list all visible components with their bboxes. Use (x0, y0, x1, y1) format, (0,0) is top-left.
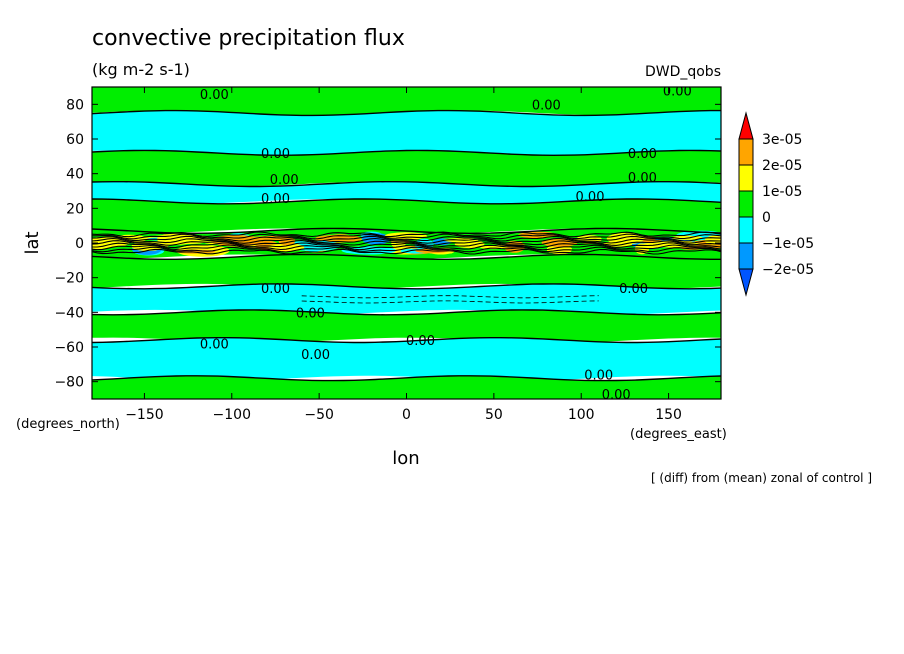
colorbar-level-label: 0 (762, 210, 771, 226)
contour-label: 0.00 (296, 306, 325, 321)
equatorial-contour (92, 231, 721, 238)
equatorial-contour (92, 246, 721, 253)
dataset-label: DWD_qobs (645, 64, 721, 80)
negative-contour-line (301, 300, 599, 304)
contour-label: 0.00 (270, 173, 299, 188)
colorbar-level-label: 2e-05 (762, 158, 802, 174)
contour-label: 0.00 (261, 282, 290, 297)
y-tick-label: 0 (75, 236, 84, 252)
y-tick-label: 80 (66, 97, 84, 113)
colorbar-segment (738, 190, 754, 218)
colorbar-level-label: 1e-05 (762, 184, 802, 200)
zero-contour-line (92, 253, 721, 260)
equatorial-contour (92, 244, 721, 251)
x-tick-label: −50 (304, 407, 334, 423)
contour-band (92, 87, 721, 116)
x-tick-label: 150 (655, 407, 682, 423)
contour-label: 0.00 (532, 98, 561, 113)
contour-lines-layer (92, 109, 721, 382)
contour-label: 0.00 (200, 338, 229, 353)
chart-title: convective precipitation flux (92, 26, 405, 51)
contour-band (92, 283, 721, 315)
contour-band (92, 337, 721, 381)
zero-contour-line (92, 109, 721, 117)
colorbar-segment (738, 138, 754, 166)
zero-contour-line (92, 283, 721, 290)
contour-band (92, 375, 721, 399)
contour-label: 0.00 (301, 348, 330, 363)
contour-label: 0.00 (261, 192, 290, 207)
y-tick-label: 60 (66, 132, 84, 148)
y-tick-label: −40 (54, 305, 84, 321)
equatorial-contour (92, 248, 721, 255)
contour-label: 0.00 (602, 388, 631, 403)
zero-contour-line (92, 337, 721, 344)
contour-labels-layer: 0.00 0.00 0.00 0.00 0.00 0.00 0.00 0.00 0.00 0.00… (200, 85, 692, 403)
contour-band (92, 309, 721, 343)
equatorial-contour (92, 240, 721, 246)
zero-contour-line (92, 375, 721, 382)
contour-band (92, 181, 721, 204)
x-tick-label: 50 (485, 407, 503, 423)
colorbar-segment (738, 164, 754, 192)
zero-contour-line (92, 198, 721, 205)
equatorial-contour (92, 242, 721, 249)
y-axis-label: lat (22, 231, 43, 254)
negative-contour-line (301, 295, 599, 299)
contour-label: 0.00 (261, 147, 290, 162)
colorbar-level-label: −2e-05 (762, 262, 814, 278)
contour-label: 0.00 (200, 88, 229, 103)
zero-contour-line (92, 149, 721, 157)
equatorial-contour (92, 233, 721, 240)
contour-label: 0.00 (663, 85, 692, 100)
contour-label: 0.00 (628, 171, 657, 186)
colorbar-level-label: 3e-05 (762, 132, 802, 148)
contour-label: 0.00 (619, 282, 648, 297)
colorbar-level-label: −1e-05 (762, 236, 814, 252)
contour-label: 0.00 (406, 334, 435, 349)
contour-band (92, 150, 721, 187)
x-axis-label: lon (392, 448, 419, 469)
colorbar-top-arrow (738, 111, 754, 140)
colorbar: 3e-05 2e-05 1e-05 0 −1e-05 −2e-05 (738, 111, 814, 297)
contour-label: 0.00 (576, 190, 605, 205)
x-tick-label: 100 (568, 407, 595, 423)
colorbar-segment (738, 242, 754, 270)
zero-contour-line (92, 181, 721, 188)
contour-band (92, 199, 721, 234)
y-tick-label: −80 (54, 375, 84, 391)
contour-band (92, 254, 721, 289)
contour-label: 0.00 (584, 369, 613, 384)
contour-band (92, 110, 721, 156)
contour-label: 0.00 (628, 147, 657, 162)
chart-units: (kg m-2 s-1) (92, 60, 190, 79)
y-axis-ticks: −80 −60 −40 −20 0 20 40 60 80 (54, 97, 721, 391)
y-tick-label: 40 (66, 167, 84, 183)
equatorial-detail-layer (92, 230, 721, 257)
colorbar-segment (738, 216, 754, 244)
equatorial-contour (92, 237, 721, 244)
x-tick-label: 0 (402, 407, 411, 423)
y-tick-label: 20 (66, 201, 84, 217)
contour-fill-layer (92, 87, 721, 399)
y-unit-label: (degrees_north) (16, 417, 120, 432)
x-axis-ticks: −150 −100 −50 0 50 100 150 (125, 87, 682, 423)
x-tick-label: −100 (213, 407, 251, 423)
colorbar-bottom-arrow (738, 268, 754, 297)
zero-contour-line (92, 309, 721, 316)
y-tick-label: −60 (54, 340, 84, 356)
y-tick-label: −20 (54, 271, 84, 287)
zero-contour-line (92, 227, 721, 235)
equatorial-contour (92, 235, 721, 242)
footnote: [ (diff) from (mean) zonal of control ] (651, 471, 872, 485)
x-unit-label: (degrees_east) (630, 427, 727, 442)
x-tick-label: −150 (125, 407, 163, 423)
